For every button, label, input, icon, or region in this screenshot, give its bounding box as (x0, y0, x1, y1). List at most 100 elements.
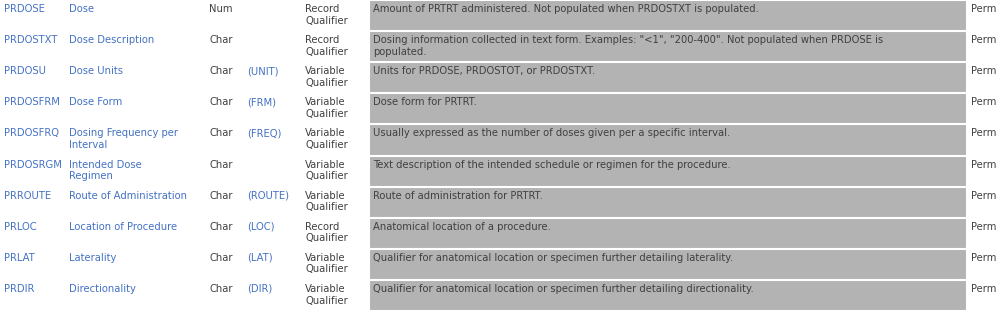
Text: PRDOSRGM: PRDOSRGM (4, 160, 61, 169)
Bar (968, 94, 1006, 124)
Bar (205, 63, 243, 93)
Text: Dose Description: Dose Description (69, 35, 154, 45)
Text: Intended Dose
Regimen: Intended Dose Regimen (69, 160, 142, 181)
Text: Char: Char (209, 253, 233, 263)
Bar (968, 281, 1006, 310)
Bar (968, 1, 1006, 30)
Text: (ROUTE): (ROUTE) (247, 191, 289, 201)
Text: Char: Char (209, 35, 233, 45)
Text: Route of Administration: Route of Administration (69, 191, 187, 201)
Bar (1, 94, 64, 124)
Bar (244, 249, 300, 279)
Text: Dosing Frequency per
Interval: Dosing Frequency per Interval (69, 128, 178, 150)
Text: Variable
Qualifier: Variable Qualifier (305, 128, 347, 150)
Bar (370, 63, 967, 93)
Bar (205, 156, 243, 186)
Bar (302, 125, 369, 155)
Text: Location of Procedure: Location of Procedure (69, 222, 177, 232)
Bar (65, 1, 204, 30)
Text: Qualifier for anatomical location or specimen further detailing laterality.: Qualifier for anatomical location or spe… (373, 253, 733, 263)
Text: Dose Units: Dose Units (69, 66, 123, 76)
Text: Route of administration for PRTRT.: Route of administration for PRTRT. (373, 191, 543, 201)
Bar (968, 187, 1006, 217)
Bar (968, 218, 1006, 248)
Bar (370, 249, 967, 279)
Bar (65, 249, 204, 279)
Bar (244, 63, 300, 93)
Bar (302, 281, 369, 310)
Bar (244, 125, 300, 155)
Text: Perm: Perm (971, 284, 996, 294)
Text: Dosing information collected in text form. Examples: "<1", "200-400". Not popula: Dosing information collected in text for… (373, 35, 883, 57)
Bar (302, 156, 369, 186)
Text: Usually expressed as the number of doses given per a specific interval.: Usually expressed as the number of doses… (373, 128, 730, 138)
Text: Variable
Qualifier: Variable Qualifier (305, 284, 347, 305)
Bar (302, 32, 369, 62)
Bar (1, 156, 64, 186)
Text: Char: Char (209, 284, 233, 294)
Bar (65, 281, 204, 310)
Text: Variable
Qualifier: Variable Qualifier (305, 66, 347, 88)
Bar (968, 156, 1006, 186)
Text: Char: Char (209, 191, 233, 201)
Text: Dose: Dose (69, 4, 94, 14)
Bar (65, 187, 204, 217)
Text: Char: Char (209, 97, 233, 107)
Bar (244, 281, 300, 310)
Bar (1, 1, 64, 30)
Text: PRLAT: PRLAT (4, 253, 35, 263)
Text: Perm: Perm (971, 66, 996, 76)
Bar (244, 32, 300, 62)
Text: Variable
Qualifier: Variable Qualifier (305, 97, 347, 119)
Text: Variable
Qualifier: Variable Qualifier (305, 191, 347, 212)
Bar (65, 218, 204, 248)
Text: Record
Qualifier: Record Qualifier (305, 4, 347, 26)
Bar (370, 281, 967, 310)
Bar (1, 32, 64, 62)
Text: Perm: Perm (971, 97, 996, 107)
Bar (370, 1, 967, 30)
Bar (205, 281, 243, 310)
Bar (205, 32, 243, 62)
Bar (370, 32, 967, 62)
Text: PRLOC: PRLOC (4, 222, 36, 232)
Bar (302, 94, 369, 124)
Text: PRROUTE: PRROUTE (4, 191, 51, 201)
Bar (302, 187, 369, 217)
Bar (1, 218, 64, 248)
Text: (FRM): (FRM) (247, 97, 276, 107)
Bar (968, 125, 1006, 155)
Bar (370, 156, 967, 186)
Bar (205, 125, 243, 155)
Text: Perm: Perm (971, 35, 996, 45)
Text: Perm: Perm (971, 160, 996, 169)
Bar (244, 156, 300, 186)
Bar (968, 249, 1006, 279)
Bar (244, 218, 300, 248)
Text: (DIR): (DIR) (247, 284, 272, 294)
Text: Units for PRDOSE, PRDOSTOT, or PRDOSTXT.: Units for PRDOSE, PRDOSTOT, or PRDOSTXT. (373, 66, 595, 76)
Bar (65, 156, 204, 186)
Text: (FREQ): (FREQ) (247, 128, 281, 138)
Text: Dose Form: Dose Form (69, 97, 122, 107)
Text: Perm: Perm (971, 191, 996, 201)
Bar (65, 32, 204, 62)
Text: Record
Qualifier: Record Qualifier (305, 35, 347, 57)
Bar (302, 249, 369, 279)
Text: Char: Char (209, 222, 233, 232)
Bar (244, 187, 300, 217)
Bar (302, 63, 369, 93)
Text: (LAT): (LAT) (247, 253, 273, 263)
Bar (302, 218, 369, 248)
Bar (1, 187, 64, 217)
Text: Perm: Perm (971, 222, 996, 232)
Text: Dose form for PRTRT.: Dose form for PRTRT. (373, 97, 477, 107)
Bar (370, 218, 967, 248)
Text: Char: Char (209, 66, 233, 76)
Bar (205, 94, 243, 124)
Bar (244, 1, 300, 30)
Bar (1, 249, 64, 279)
Text: Amount of PRTRT administered. Not populated when PRDOSTXT is populated.: Amount of PRTRT administered. Not popula… (373, 4, 759, 14)
Text: PRDOSFRQ: PRDOSFRQ (4, 128, 59, 138)
Text: Perm: Perm (971, 253, 996, 263)
